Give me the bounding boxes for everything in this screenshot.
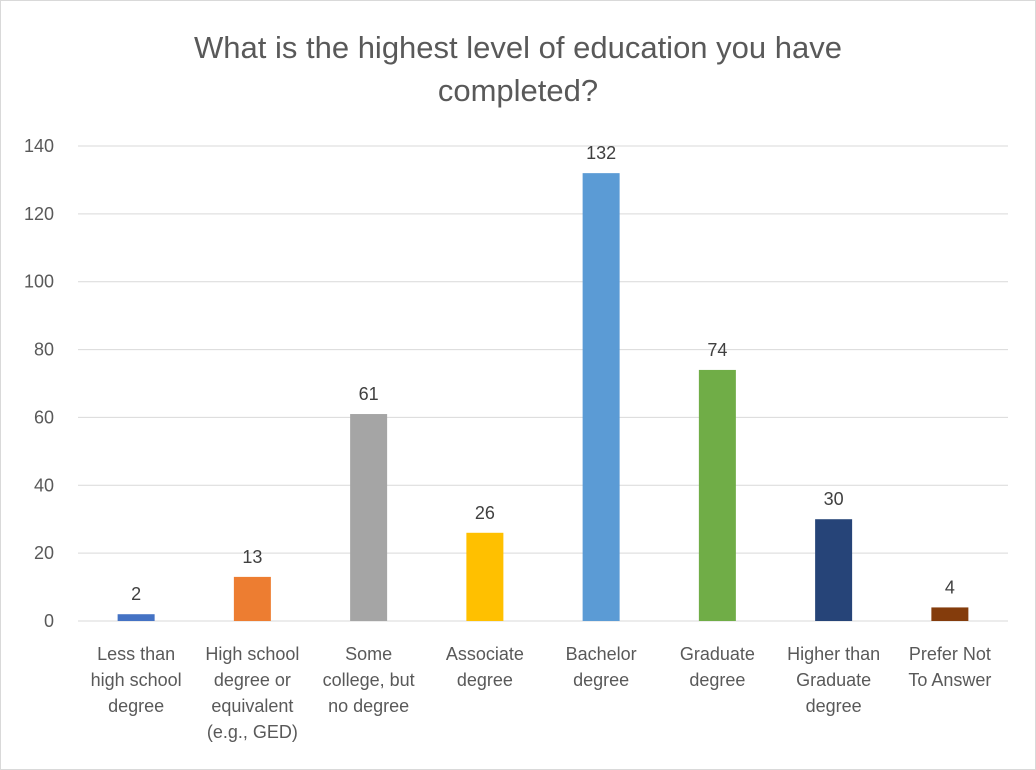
x-category-label: degree (806, 696, 862, 716)
bar (117, 614, 155, 621)
x-category-label: degree (457, 670, 513, 690)
x-category-label: no degree (328, 696, 409, 716)
data-label: 2 (131, 584, 141, 604)
x-category-label: Graduate (680, 644, 755, 664)
x-category-label: college, but (323, 670, 415, 690)
x-category-label: Prefer Not (909, 644, 991, 664)
bar (233, 576, 271, 621)
y-tick-label: 100 (24, 272, 54, 292)
x-category-label: (e.g., GED) (207, 722, 298, 742)
bar (815, 519, 853, 621)
x-category-label: degree (689, 670, 745, 690)
data-label: 74 (707, 340, 727, 360)
x-category-label: Graduate (796, 670, 871, 690)
data-label: 26 (475, 503, 495, 523)
x-category-label: high school (91, 670, 182, 690)
y-tick-label: 0 (44, 611, 54, 631)
chart-title-line: What is the highest level of education y… (194, 30, 842, 65)
x-category-label: Higher than (787, 644, 880, 664)
data-label: 61 (359, 384, 379, 404)
x-category-label: To Answer (908, 670, 991, 690)
y-tick-label: 40 (34, 475, 54, 495)
y-tick-label: 20 (34, 543, 54, 563)
bar (466, 532, 504, 621)
bars (117, 173, 969, 621)
x-category-label: Some (345, 644, 392, 664)
x-category-label: Less than (97, 644, 175, 664)
gridlines (78, 145, 1008, 622)
y-tick-label: 120 (24, 204, 54, 224)
bar (931, 607, 969, 621)
x-category-label: Associate (446, 644, 524, 664)
x-category-label: degree (108, 696, 164, 716)
data-label: 30 (824, 489, 844, 509)
data-label: 13 (242, 547, 262, 567)
y-tick-label: 80 (34, 340, 54, 360)
x-category-label: degree (573, 670, 629, 690)
y-tick-label: 60 (34, 407, 54, 427)
bar (698, 369, 736, 621)
chart-title: What is the highest level of education y… (194, 30, 842, 108)
data-labels: 2 13 61 26 132 74 30 4 (131, 143, 955, 604)
x-category-label: High school (205, 644, 299, 664)
x-category-label: equivalent (211, 696, 293, 716)
x-category-label: degree or (214, 670, 291, 690)
y-tick-label: 140 (24, 136, 54, 156)
x-axis-categories: Less than high school degree High school deg… (91, 644, 992, 742)
data-label: 4 (945, 577, 955, 597)
bar (582, 173, 620, 621)
x-category-label: Bachelor (566, 644, 637, 664)
y-axis-ticks: 0 20 40 60 80 100 120 140 (24, 136, 54, 631)
bar (350, 414, 388, 621)
data-label: 132 (586, 143, 616, 163)
chart-title-line: completed? (438, 73, 598, 108)
